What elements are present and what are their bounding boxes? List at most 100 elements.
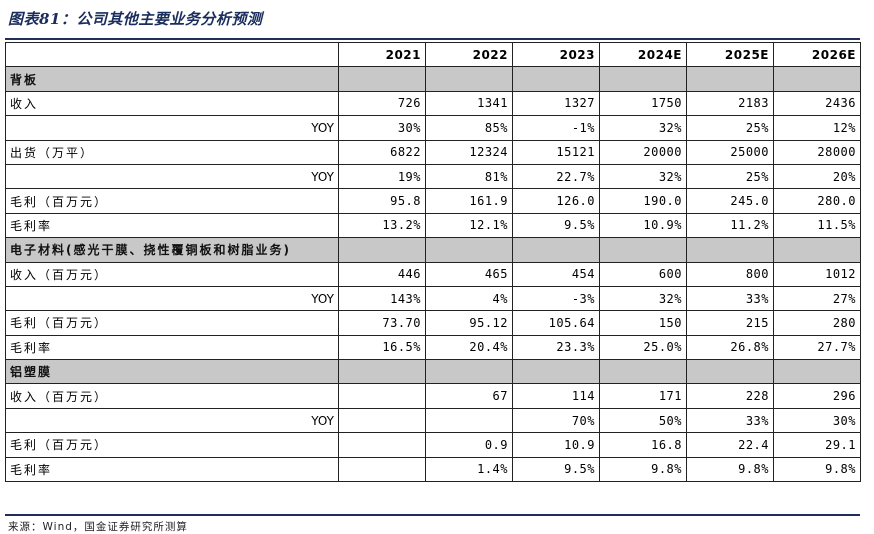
section-header-row: 电子材料(感光干膜、挠性覆铜板和树脂业务)	[5, 237, 861, 263]
value-cell: 215	[686, 310, 774, 336]
value-cell: 150	[599, 310, 687, 336]
value-cell: 25%	[686, 163, 774, 190]
value-cell: 70%	[512, 407, 600, 434]
value-cell: 81%	[425, 163, 513, 190]
value-cell: 228	[686, 383, 774, 409]
table-row: 收入（百万元） 67 114 171 228 296	[5, 383, 861, 409]
value-cell: 171	[599, 383, 687, 409]
value-cell: 27.7%	[773, 334, 861, 361]
year-header: 2022	[425, 41, 513, 68]
value-cell: 4%	[425, 285, 513, 312]
section-empty-cell	[338, 359, 426, 385]
section-empty-cell	[686, 66, 774, 92]
value-cell: 9.5%	[512, 212, 600, 239]
figure-title: 图表81：公司其他主要业务分析预测	[8, 10, 263, 28]
value-cell: 10.9%	[599, 212, 687, 239]
value-cell: 0.9	[425, 432, 513, 458]
value-cell: -3%	[512, 285, 600, 312]
table-row: YOY 143% 4% -3% 32% 33% 27%	[5, 285, 861, 312]
value-cell: 29.1	[773, 432, 861, 458]
value-cell: 190.0	[599, 188, 687, 214]
section-empty-cell	[686, 359, 774, 385]
section-empty-cell	[338, 237, 426, 263]
value-cell: 15121	[512, 139, 600, 165]
value-cell: 20.4%	[425, 334, 513, 361]
row-label: 出货（万平）	[5, 139, 339, 165]
value-cell: 245.0	[686, 188, 774, 214]
value-cell	[338, 432, 426, 458]
header-row: 2021 2022 2023 2024E 2025E 2026E	[5, 41, 861, 68]
top-rule	[5, 38, 860, 40]
value-cell: 446	[338, 261, 426, 287]
value-cell	[338, 383, 426, 409]
value-cell: 2183	[686, 90, 774, 117]
table-row: YOY 19% 81% 22.7% 32% 25% 20%	[5, 163, 861, 190]
value-cell: 9.8%	[773, 456, 861, 483]
value-cell: 11.5%	[773, 212, 861, 239]
section-header-row: 铝塑膜	[5, 359, 861, 385]
section-header-row: 背板	[5, 66, 861, 92]
section-empty-cell	[599, 359, 687, 385]
year-header: 2026E	[773, 41, 861, 68]
value-cell: 20%	[773, 163, 861, 190]
value-cell: 25%	[686, 115, 774, 141]
value-cell: 1750	[599, 90, 687, 117]
value-cell: 161.9	[425, 188, 513, 214]
value-cell: 114	[512, 383, 600, 409]
value-cell: 12324	[425, 139, 513, 165]
table-row: 毛利（百万元） 0.9 10.9 16.8 22.4 29.1	[5, 432, 861, 458]
value-cell: 50%	[599, 407, 687, 434]
value-cell: 22.7%	[512, 163, 600, 190]
row-label: 毛利（百万元）	[5, 188, 339, 214]
value-cell: 95.12	[425, 310, 513, 336]
value-cell: 105.64	[512, 310, 600, 336]
section-empty-cell	[425, 359, 513, 385]
value-cell: 73.70	[338, 310, 426, 336]
value-cell: 33%	[686, 407, 774, 434]
section-empty-cell	[773, 359, 861, 385]
bottom-rule	[5, 514, 860, 516]
value-cell: 9.8%	[599, 456, 687, 483]
section-empty-cell	[425, 66, 513, 92]
year-header: 2024E	[599, 41, 687, 68]
value-cell: 280	[773, 310, 861, 336]
value-cell: 12%	[773, 115, 861, 141]
value-cell: 95.8	[338, 188, 426, 214]
row-label: YOY	[5, 285, 339, 312]
table-row: 收入 726 1341 1327 1750 2183 2436	[5, 90, 861, 117]
value-cell: 2436	[773, 90, 861, 117]
row-label: 收入（百万元）	[5, 383, 339, 409]
value-cell: 16.8	[599, 432, 687, 458]
table-row: YOY 30% 85% -1% 32% 25% 12%	[5, 115, 861, 141]
row-label: 收入	[5, 90, 339, 117]
value-cell: 22.4	[686, 432, 774, 458]
value-cell	[425, 407, 513, 434]
value-cell: 465	[425, 261, 513, 287]
section-name: 电子材料(感光干膜、挠性覆铜板和树脂业务)	[5, 237, 339, 263]
value-cell: 33%	[686, 285, 774, 312]
value-cell: 800	[686, 261, 774, 287]
table-row: 收入（百万元） 446 465 454 600 800 1012	[5, 261, 861, 287]
table-row: 毛利率 1.4% 9.5% 9.8% 9.8% 9.8%	[5, 456, 861, 483]
value-cell: 280.0	[773, 188, 861, 214]
table-row: 出货（万平） 6822 12324 15121 20000 25000 28000	[5, 139, 861, 165]
value-cell: 1.4%	[425, 456, 513, 483]
section-empty-cell	[425, 237, 513, 263]
value-cell: 13.2%	[338, 212, 426, 239]
section-empty-cell	[599, 66, 687, 92]
value-cell: 28000	[773, 139, 861, 165]
value-cell: 67	[425, 383, 513, 409]
row-label: YOY	[5, 407, 339, 434]
value-cell: 30%	[773, 407, 861, 434]
value-cell: 1341	[425, 90, 513, 117]
table-row: 毛利（百万元） 95.8 161.9 126.0 190.0 245.0 280.0	[5, 188, 861, 214]
table-row: 毛利率 16.5% 20.4% 23.3% 25.0% 26.8% 27.7%	[5, 334, 861, 361]
row-label: 毛利率	[5, 456, 339, 483]
section-empty-cell	[338, 66, 426, 92]
section-empty-cell	[686, 237, 774, 263]
value-cell: 23.3%	[512, 334, 600, 361]
value-cell	[338, 407, 426, 434]
section-empty-cell	[773, 237, 861, 263]
source-note: 来源：Wind，国金证券研究所测算	[8, 521, 188, 533]
section-empty-cell	[773, 66, 861, 92]
